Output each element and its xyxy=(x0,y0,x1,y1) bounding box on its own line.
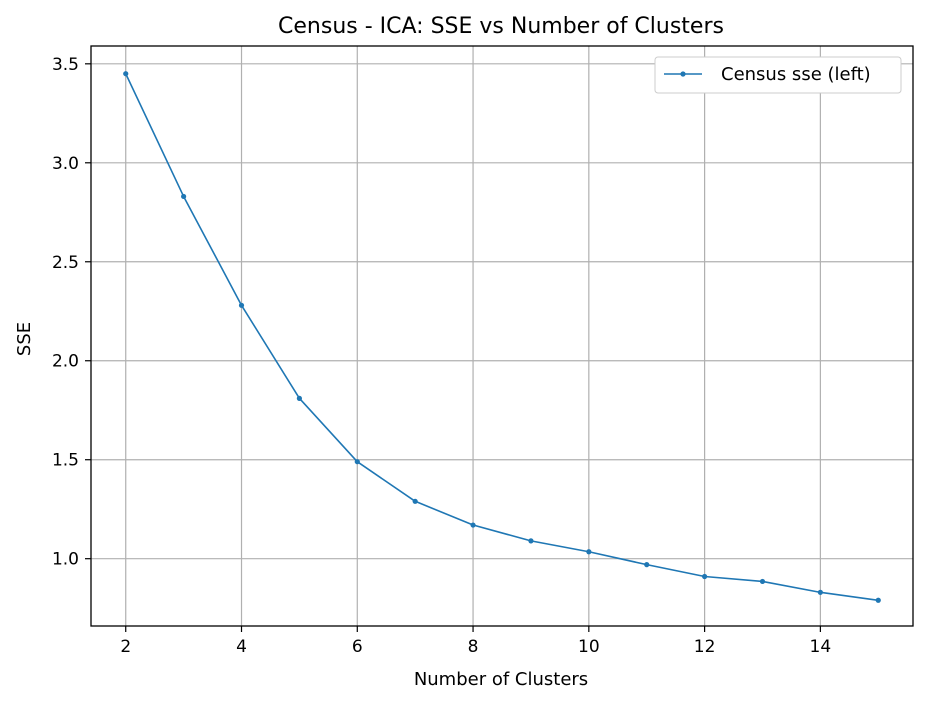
plot-frame xyxy=(90,45,914,627)
data-point xyxy=(817,589,823,595)
y-tick-label: 2.5 xyxy=(52,253,79,273)
x-tick-label: 14 xyxy=(810,637,832,657)
data-point xyxy=(238,302,245,308)
x-tick-label: 2 xyxy=(120,637,131,657)
x-tick-label: 4 xyxy=(236,637,247,657)
y-tick-label: 2.0 xyxy=(52,352,79,372)
x-tick-label: 12 xyxy=(694,637,716,657)
legend-marker-sample xyxy=(680,71,686,77)
y-axis-label: SSE xyxy=(14,322,35,356)
data-point xyxy=(296,395,302,401)
chart-title: Census - ICA: SSE vs Number of Clusters xyxy=(278,14,724,39)
x-tick-label: 8 xyxy=(468,637,479,657)
data-point xyxy=(470,522,476,528)
legend: Census sse (left) xyxy=(654,56,902,94)
y-tick-label: 1.5 xyxy=(52,451,79,471)
data-point xyxy=(528,538,534,544)
data-point xyxy=(702,573,708,580)
data-point xyxy=(759,578,766,585)
axis-ticks: 2 4 6 8 10 12 14 1.0 1.5 2.0 2.5 3.0 3.5 xyxy=(52,55,831,657)
data-point xyxy=(412,498,418,504)
y-tick-label: 1.0 xyxy=(52,550,79,570)
series-line xyxy=(125,73,879,602)
data-point xyxy=(644,562,650,568)
y-tick-label: 3.5 xyxy=(52,55,79,75)
data-point xyxy=(875,597,881,603)
legend-label: Census sse (left) xyxy=(721,64,871,85)
data-point xyxy=(354,459,360,465)
data-point xyxy=(586,549,592,555)
y-tick-label: 3.0 xyxy=(52,154,79,174)
data-point xyxy=(181,193,187,200)
x-tick-label: 10 xyxy=(578,637,600,657)
data-point xyxy=(123,71,129,77)
x-tick-label: 6 xyxy=(352,637,363,657)
x-axis-label: Number of Clusters xyxy=(414,669,588,690)
legend-box xyxy=(654,56,902,94)
series-layer xyxy=(123,71,881,603)
